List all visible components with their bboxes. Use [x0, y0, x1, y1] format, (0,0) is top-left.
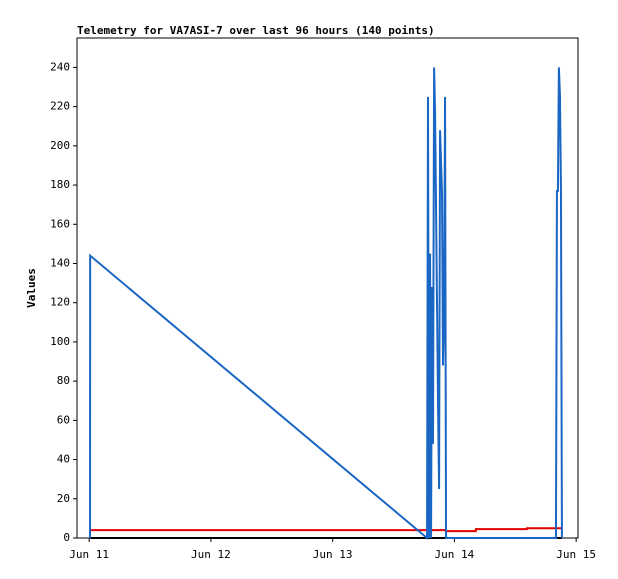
y-tick-label: 80 — [57, 374, 70, 387]
x-tick-label: Jun 15 — [556, 548, 596, 561]
x-tick-label: Jun 11 — [69, 548, 109, 561]
y-tick-label: 40 — [57, 453, 70, 466]
y-tick-label: 200 — [50, 139, 70, 152]
x-tick-label: Jun 13 — [313, 548, 353, 561]
series-line — [89, 67, 563, 541]
x-tick-label: Jun 14 — [435, 548, 475, 561]
y-tick-label: 120 — [50, 296, 70, 309]
y-tick-label: 100 — [50, 335, 70, 348]
y-tick-label: 180 — [50, 178, 70, 191]
y-axis-label: Values — [25, 268, 38, 308]
y-tick-label: 240 — [50, 60, 70, 73]
chart-title: Telemetry for VA7ASI-7 over last 96 hour… — [77, 24, 435, 37]
y-tick-label: 140 — [50, 256, 70, 269]
x-tick-label: Jun 12 — [191, 548, 231, 561]
y-tick-label: 160 — [50, 217, 70, 230]
y-tick-label: 0 — [63, 531, 70, 544]
y-tick-label: 20 — [57, 492, 70, 505]
y-tick-label: 220 — [50, 100, 70, 113]
y-tick-label: 60 — [57, 413, 70, 426]
